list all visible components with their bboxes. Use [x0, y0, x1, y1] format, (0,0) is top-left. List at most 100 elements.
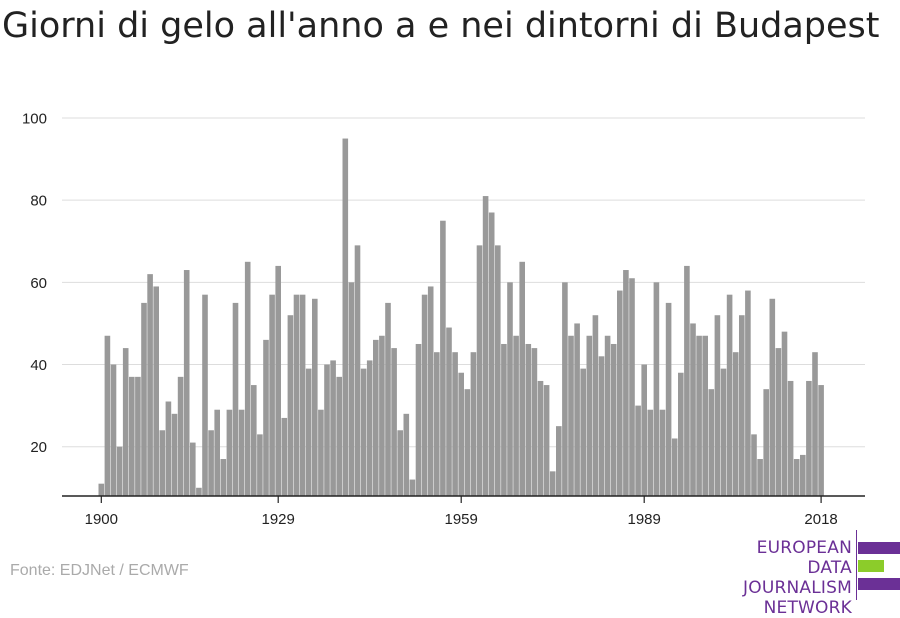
x-tick-label: 1959 [445, 511, 478, 528]
y-tick-label: 60 [30, 275, 47, 292]
x-tick-label: 1900 [85, 511, 118, 528]
bar [751, 434, 757, 496]
bar [702, 335, 708, 496]
bar [757, 459, 763, 496]
bar [470, 352, 477, 496]
bar [574, 323, 580, 496]
bar [232, 302, 239, 496]
edjnet-logo: EUROPEAN DATA JOURNALISM NETWORK [700, 530, 900, 618]
bar [495, 245, 501, 496]
bar [135, 376, 141, 496]
logo-bar-purple-bottom [858, 578, 900, 590]
bar [434, 352, 440, 496]
x-tick-label: 1989 [628, 511, 661, 528]
bar [604, 335, 611, 496]
logo-bar-green [858, 560, 884, 572]
bar [421, 294, 428, 496]
bar [617, 290, 623, 496]
bar [537, 380, 544, 496]
bar [818, 385, 824, 496]
bar [391, 348, 397, 496]
bar [513, 335, 519, 496]
bar [696, 335, 702, 496]
y-tick-label: 20 [30, 439, 47, 456]
bar [800, 454, 806, 496]
bar [427, 286, 434, 496]
bar [793, 459, 800, 496]
bar [598, 356, 605, 496]
bar [293, 294, 300, 496]
bar [671, 438, 678, 496]
bar [312, 298, 318, 496]
axes: 20 40 60 80 100 1900 1929 1959 1989 2018 [22, 111, 865, 528]
bar [269, 294, 275, 496]
bar [440, 220, 446, 496]
bar [549, 471, 556, 496]
bar [610, 343, 617, 496]
bar [763, 389, 769, 496]
bar [690, 323, 696, 496]
bar [366, 360, 373, 496]
bar [165, 401, 172, 496]
bar [812, 352, 818, 496]
bar [397, 430, 403, 496]
bar [299, 294, 306, 496]
bar [336, 376, 342, 496]
bar [171, 413, 178, 496]
bar [305, 368, 312, 496]
bar [214, 409, 220, 496]
bar [562, 282, 568, 496]
bar [653, 282, 660, 496]
bar [592, 315, 599, 496]
source-note: Fonte: EDJNet / ECMWF [10, 562, 189, 579]
bar [373, 339, 379, 496]
bar [641, 364, 647, 496]
logo-text: EUROPEAN DATA JOURNALISM NETWORK [700, 538, 852, 618]
bar [196, 487, 202, 496]
bar [787, 380, 794, 496]
bar [379, 335, 385, 496]
bar [531, 348, 538, 496]
bar [458, 372, 464, 496]
bar [244, 261, 251, 496]
bar [714, 315, 721, 496]
bar [147, 274, 153, 496]
bar [476, 245, 483, 496]
bar-chart: 20 40 60 80 100 1900 1929 1959 1989 2018 [22, 111, 865, 528]
bar [580, 368, 586, 496]
bar [190, 442, 196, 496]
logo-bar-purple-top [858, 542, 900, 554]
bar [543, 385, 550, 496]
bar [318, 409, 324, 496]
bar [501, 343, 507, 496]
bar [769, 298, 776, 496]
bar [586, 335, 593, 496]
bar [739, 315, 745, 496]
bar [446, 327, 452, 496]
bar-series [98, 138, 824, 497]
bar [360, 368, 367, 496]
chart-title: Giorni di gelo all'anno a e nei dintorni… [2, 6, 880, 46]
bar [104, 335, 111, 496]
bar [488, 212, 495, 496]
bar [775, 348, 782, 496]
bar [556, 426, 562, 496]
bar [482, 196, 489, 496]
bar [159, 430, 166, 496]
y-tick-label: 100 [22, 111, 47, 128]
bar [354, 245, 361, 496]
x-tick-label: 1929 [262, 511, 295, 528]
bar [342, 138, 349, 497]
bar [330, 360, 336, 496]
bar [220, 459, 227, 496]
bar [568, 335, 574, 496]
bar [403, 413, 410, 496]
bar [129, 376, 135, 496]
bar [177, 376, 184, 496]
bar [110, 364, 117, 496]
bar [238, 409, 245, 496]
bar [732, 352, 739, 496]
bar [720, 368, 727, 496]
bar [324, 364, 330, 496]
bar [153, 286, 159, 496]
